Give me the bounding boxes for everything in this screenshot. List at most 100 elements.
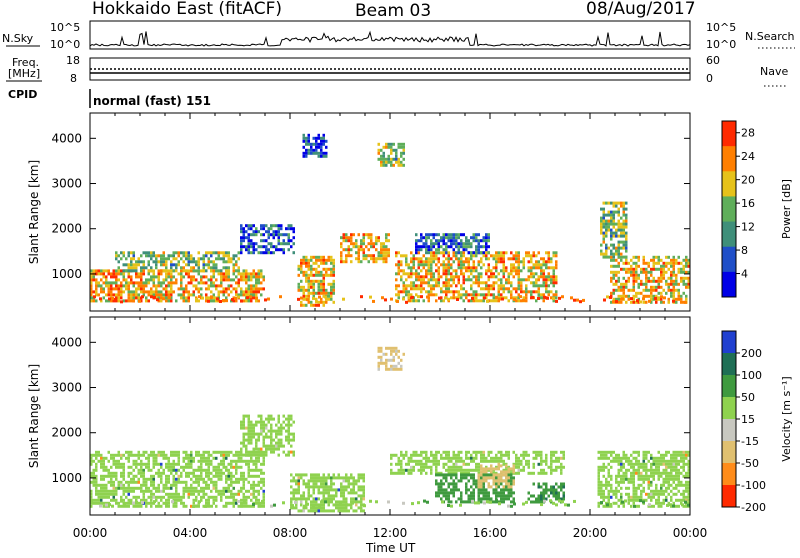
echo-cell <box>658 466 661 469</box>
echo-cell <box>418 460 421 463</box>
echo-cell <box>458 251 461 254</box>
echo-cell <box>218 469 221 472</box>
echo-cell <box>508 497 511 500</box>
echo-cell <box>168 272 171 275</box>
echo-cell <box>423 451 426 454</box>
echo-cell <box>310 301 313 304</box>
echo-cell <box>213 499 216 502</box>
echo-cell <box>535 451 538 454</box>
echo-cell <box>255 297 258 300</box>
echo-cell <box>660 292 663 295</box>
echo-cell <box>303 274 306 277</box>
echo-cell <box>178 293 181 296</box>
echo-cell <box>618 463 621 466</box>
echo-cell <box>105 293 108 296</box>
echo-cell <box>658 277 661 280</box>
echo-cell <box>188 263 191 266</box>
echo-cell <box>450 233 453 236</box>
echo-cell <box>678 271 681 274</box>
echo-cell <box>138 469 141 472</box>
echo-cell <box>550 463 553 466</box>
echo-cell <box>135 460 138 463</box>
echo-cell <box>145 451 148 454</box>
echo-cell <box>555 278 558 281</box>
echo-cell <box>475 278 478 281</box>
echo-cell <box>543 269 546 272</box>
echo-cell <box>483 451 486 454</box>
echo-cell <box>513 451 516 454</box>
echo-cell <box>670 280 673 283</box>
echo-cell <box>483 299 486 302</box>
echo-cell <box>328 259 331 262</box>
echo-cell <box>323 140 326 143</box>
echo-cell <box>475 251 478 254</box>
echo-cell <box>268 418 271 421</box>
echo-cell <box>473 269 476 272</box>
echo-cell <box>613 217 616 220</box>
echo-cell <box>428 266 431 269</box>
echo-cell <box>198 454 201 457</box>
echo-cell <box>545 492 548 495</box>
echo-cell <box>388 146 391 149</box>
echo-cell <box>418 287 421 290</box>
echo-cell <box>453 251 456 254</box>
echo-cell <box>470 293 473 296</box>
echo-cell <box>615 250 618 253</box>
echo-cell <box>648 265 651 268</box>
echo-cell <box>455 236 458 239</box>
echo-cell <box>545 489 548 492</box>
echo-cell <box>323 274 326 277</box>
echo-cell <box>450 482 453 485</box>
echo-cell <box>545 463 548 466</box>
echo-cell <box>460 269 463 272</box>
echo-cell <box>393 164 396 167</box>
echo-cell <box>390 463 393 466</box>
echo-cell <box>245 505 248 508</box>
echo-cell <box>420 278 423 281</box>
echo-cell <box>535 498 538 501</box>
echo-cell <box>610 451 613 454</box>
echo-cell <box>610 271 613 274</box>
echo-cell <box>460 473 463 476</box>
echo-cell <box>100 284 103 287</box>
echo-cell <box>190 466 193 469</box>
echo-cell <box>505 287 508 290</box>
echo-cell <box>203 490 206 493</box>
echo-cell <box>148 272 151 275</box>
echo-cell <box>636 299 639 302</box>
echo-cell <box>633 466 636 469</box>
echo-cell <box>508 257 511 260</box>
echo-cell <box>225 299 228 302</box>
echo-cell <box>210 284 213 287</box>
echo-cell <box>200 457 203 460</box>
echo-cell <box>418 278 421 281</box>
echo-cell <box>168 299 171 302</box>
echo-cell <box>310 479 313 482</box>
echo-cell <box>498 287 501 290</box>
echo-cell <box>468 494 471 497</box>
echo-cell <box>263 493 266 496</box>
echo-cell <box>380 149 383 152</box>
echo-cell <box>233 460 236 463</box>
echo-cell <box>475 248 478 251</box>
echo-cell <box>200 490 203 493</box>
echo-cell <box>153 281 156 284</box>
echo-cell <box>120 293 123 296</box>
echo-cell <box>95 481 98 484</box>
echo-cell <box>353 497 356 500</box>
echo-cell <box>628 298 631 301</box>
echo-cell <box>240 227 243 230</box>
echo-cell <box>230 451 233 454</box>
echo-cell <box>555 489 558 492</box>
echo-cell <box>538 451 541 454</box>
echo-cell <box>615 490 618 493</box>
echo-cell <box>120 487 123 490</box>
echo-cell <box>260 287 263 290</box>
echo-cell <box>423 245 426 248</box>
echo-cell <box>230 466 233 469</box>
echo-cell <box>468 500 471 503</box>
echo-cell <box>305 304 308 307</box>
echo-cell <box>483 281 486 284</box>
echo-cell <box>403 287 406 290</box>
date-label: 08/Aug/2017 <box>586 0 696 19</box>
